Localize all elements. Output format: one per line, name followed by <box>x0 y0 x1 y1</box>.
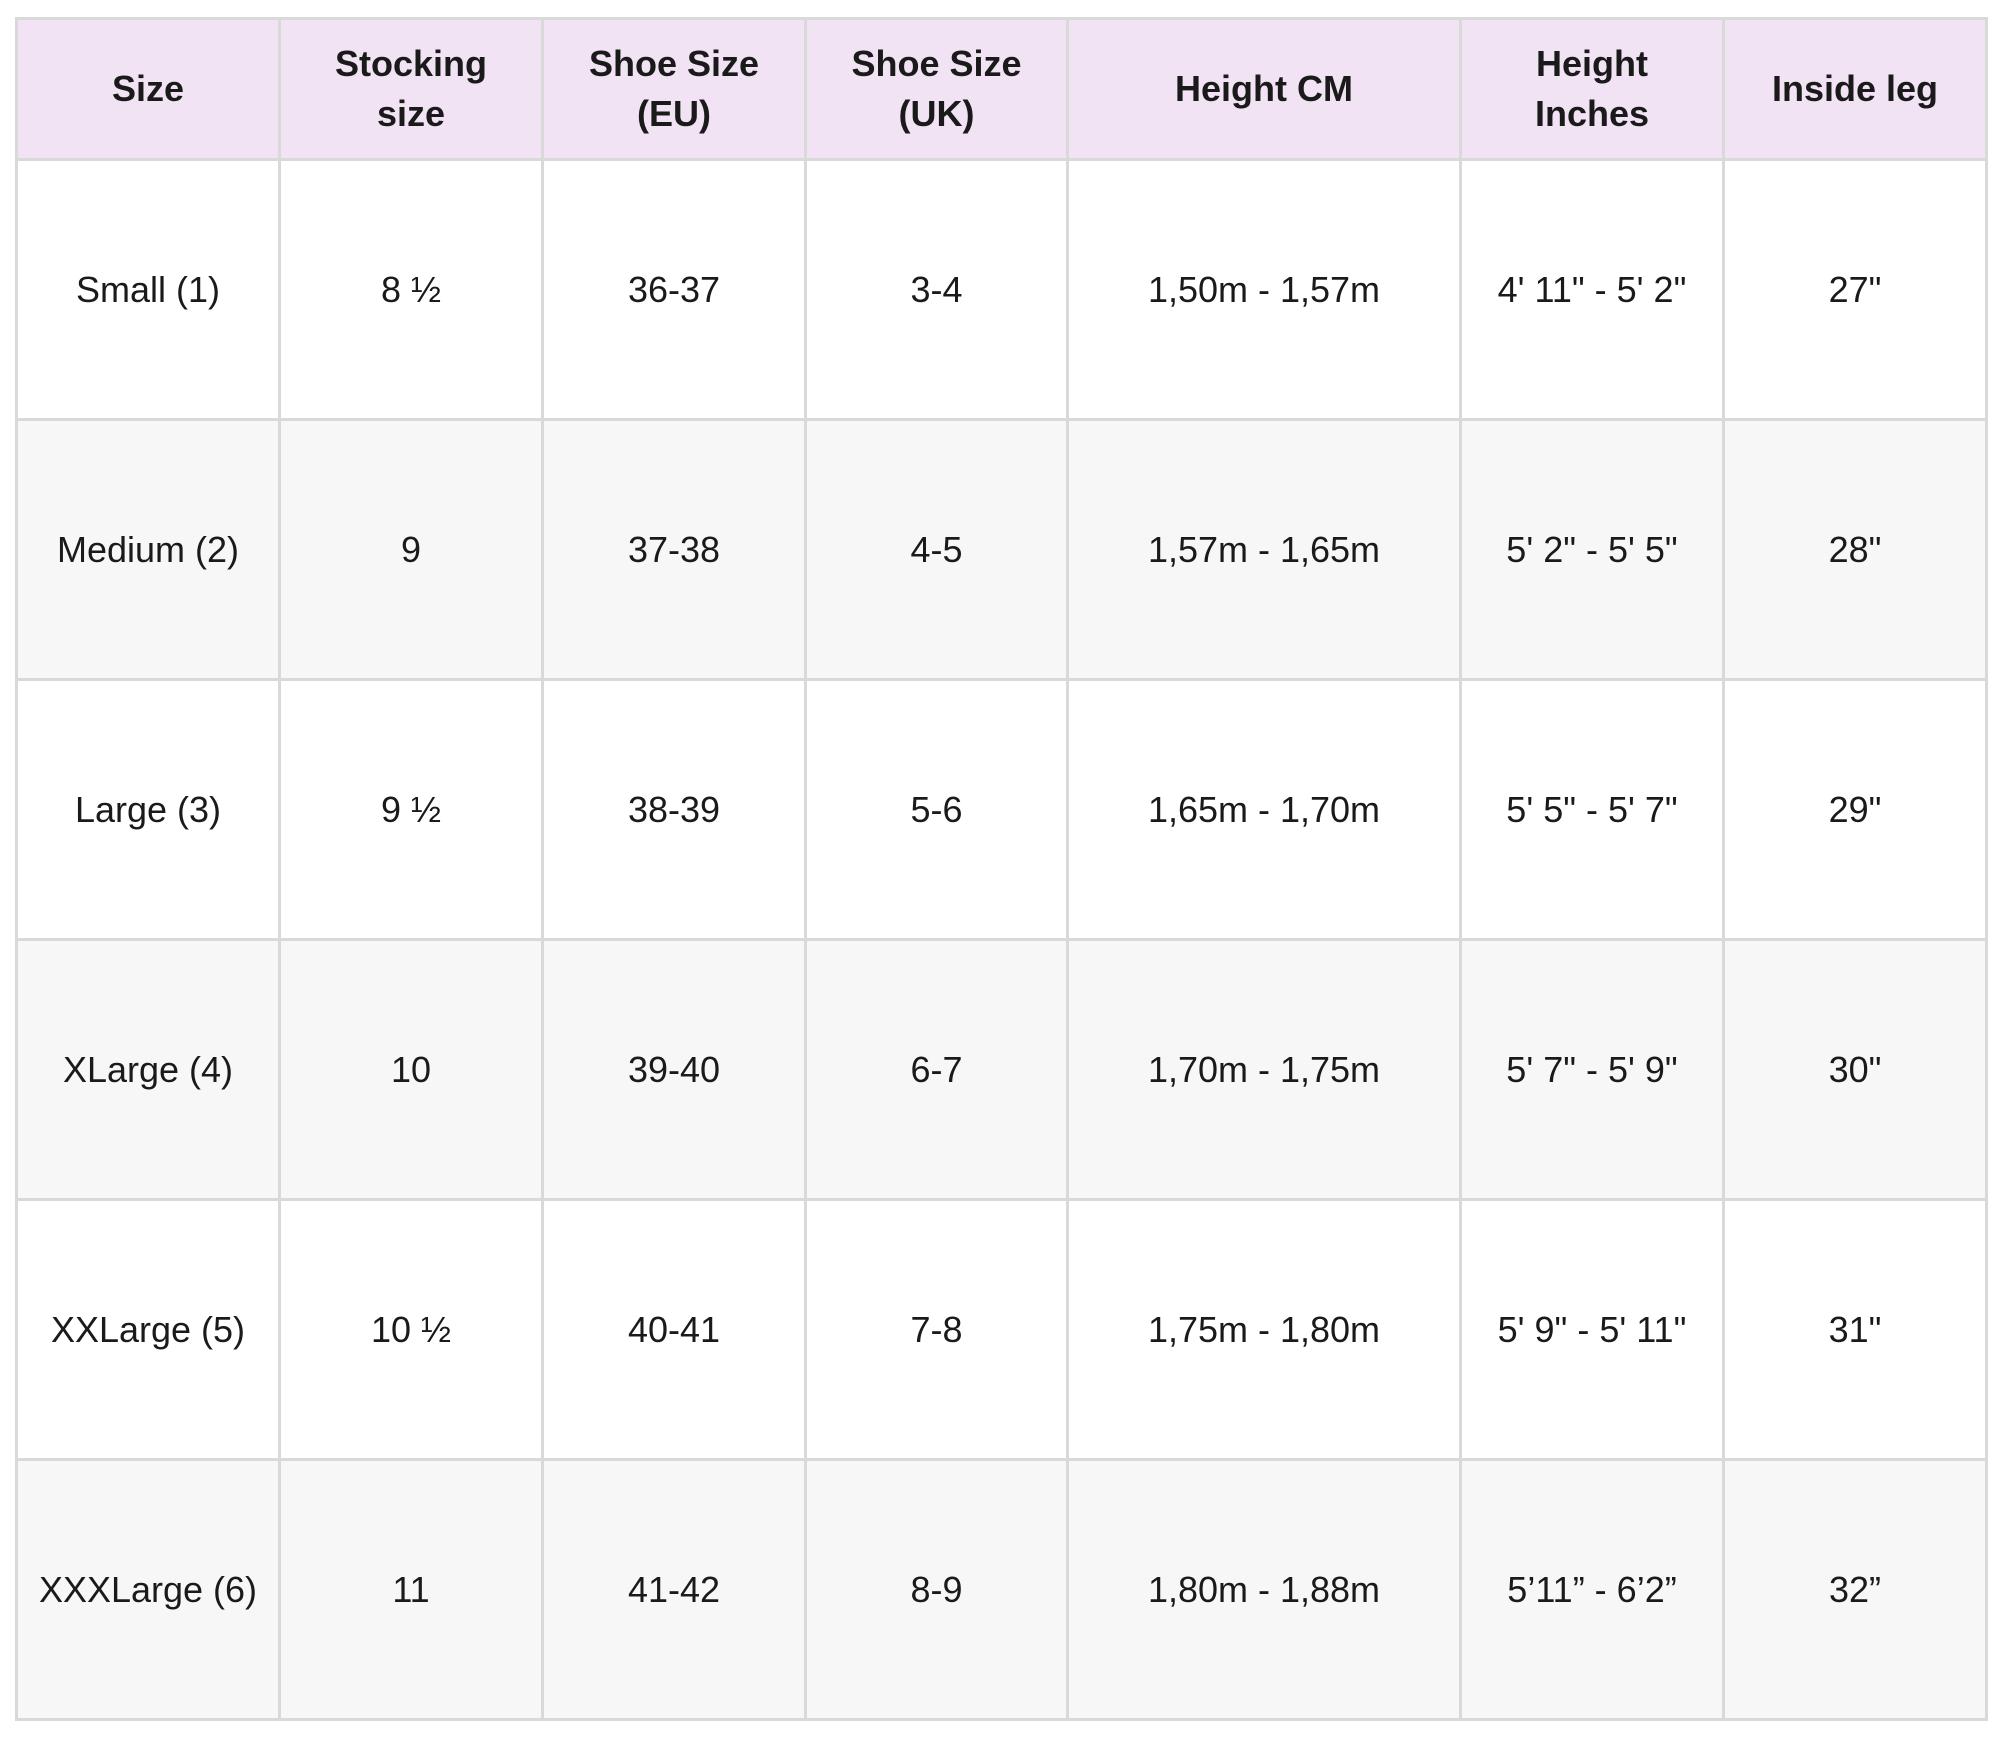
cell-stocking-size: 11 <box>278 1458 544 1721</box>
column-header-inside-leg: Inside leg <box>1722 17 1988 161</box>
cell-stocking-size: 8 ½ <box>278 158 544 421</box>
cell-size: Small (1) <box>15 158 281 421</box>
cell-height-cm: 1,70m - 1,75m <box>1066 938 1462 1201</box>
cell-size: XLarge (4) <box>15 938 281 1201</box>
table-row: XLarge (4) 10 39-40 6-7 1,70m - 1,75m 5' 7" -… <box>15 938 1988 1201</box>
cell-shoe-size-uk: 8-9 <box>804 1458 1069 1721</box>
header-text: (EU) <box>637 93 711 134</box>
column-header-shoe-size-uk: Shoe Size (UK) <box>804 17 1069 161</box>
header-text: Shoe Size <box>851 43 1022 84</box>
cell-height-inches: 5' 2" - 5' 5" <box>1459 418 1725 681</box>
cell-height-cm: 1,75m - 1,80m <box>1066 1198 1462 1461</box>
cell-stocking-size: 9 ½ <box>278 678 544 941</box>
column-header-height-inches: Height Inches <box>1459 17 1725 161</box>
size-chart-table: Size Stocking size Shoe Size (EU) Shoe Size (U… <box>15 17 1988 1721</box>
cell-height-inches: 5’11” - 6’2” <box>1459 1458 1725 1721</box>
cell-shoe-size-eu: 38-39 <box>541 678 807 941</box>
cell-size: XXLarge (5) <box>15 1198 281 1461</box>
table-row: XXLarge (5) 10 ½ 40-41 7-8 1,75m - 1,80m 5' 9… <box>15 1198 1988 1461</box>
cell-inside-leg: 31" <box>1722 1198 1988 1461</box>
cell-shoe-size-eu: 39-40 <box>541 938 807 1201</box>
column-header-shoe-size-eu: Shoe Size (EU) <box>541 17 807 161</box>
cell-shoe-size-uk: 6-7 <box>804 938 1069 1201</box>
cell-stocking-size: 10 <box>278 938 544 1201</box>
cell-height-cm: 1,50m - 1,57m <box>1066 158 1462 421</box>
column-header-height-cm: Height CM <box>1066 17 1462 161</box>
header-row: Size Stocking size Shoe Size (EU) Shoe Size (U… <box>15 17 1988 161</box>
cell-inside-leg: 28" <box>1722 418 1988 681</box>
header-text: Stocking <box>334 43 487 84</box>
table-row: Small (1) 8 ½ 36-37 3-4 1,50m - 1,57m 4' 11" … <box>15 158 1988 421</box>
header-text: Inside leg <box>1771 68 1939 109</box>
header-text: Inches <box>1534 93 1650 134</box>
header-text: Height CM <box>1175 68 1353 109</box>
cell-inside-leg: 29" <box>1722 678 1988 941</box>
cell-size: Medium (2) <box>15 418 281 681</box>
header-text: (UK) <box>898 93 975 134</box>
header-text: Size <box>111 68 185 109</box>
cell-height-cm: 1,80m - 1,88m <box>1066 1458 1462 1721</box>
table-row: Medium (2) 9 37-38 4-5 1,57m - 1,65m 5' 2" - … <box>15 418 1988 681</box>
cell-size: XXXLarge (6) <box>15 1458 281 1721</box>
cell-shoe-size-uk: 5-6 <box>804 678 1069 941</box>
cell-height-inches: 4' 11" - 5' 2" <box>1459 158 1725 421</box>
column-header-stocking-size: Stocking size <box>278 17 544 161</box>
header-text: Shoe Size <box>588 43 760 84</box>
cell-shoe-size-uk: 3-4 <box>804 158 1069 421</box>
column-header-size: Size <box>15 17 281 161</box>
cell-stocking-size: 10 ½ <box>278 1198 544 1461</box>
header-text: size <box>376 93 446 134</box>
cell-shoe-size-eu: 36-37 <box>541 158 807 421</box>
cell-inside-leg: 27" <box>1722 158 1988 421</box>
table-row: XXXLarge (6) 11 41-42 8-9 1,80m - 1,88m 5’11”… <box>15 1458 1988 1721</box>
cell-shoe-size-uk: 7-8 <box>804 1198 1069 1461</box>
cell-shoe-size-eu: 37-38 <box>541 418 807 681</box>
cell-height-inches: 5' 7" - 5' 9" <box>1459 938 1725 1201</box>
cell-stocking-size: 9 <box>278 418 544 681</box>
cell-height-cm: 1,57m - 1,65m <box>1066 418 1462 681</box>
cell-height-cm: 1,65m - 1,70m <box>1066 678 1462 941</box>
cell-inside-leg: 30" <box>1722 938 1988 1201</box>
cell-shoe-size-eu: 40-41 <box>541 1198 807 1461</box>
cell-shoe-size-uk: 4-5 <box>804 418 1069 681</box>
header-text: Height <box>1536 43 1648 84</box>
cell-height-inches: 5' 9" - 5' 11" <box>1459 1198 1725 1461</box>
cell-size: Large (3) <box>15 678 281 941</box>
cell-inside-leg: 32” <box>1722 1458 1988 1721</box>
cell-shoe-size-eu: 41-42 <box>541 1458 807 1721</box>
table-row: Large (3) 9 ½ 38-39 5-6 1,65m - 1,70m 5' 5" -… <box>15 678 1988 941</box>
cell-height-inches: 5' 5" - 5' 7" <box>1459 678 1725 941</box>
